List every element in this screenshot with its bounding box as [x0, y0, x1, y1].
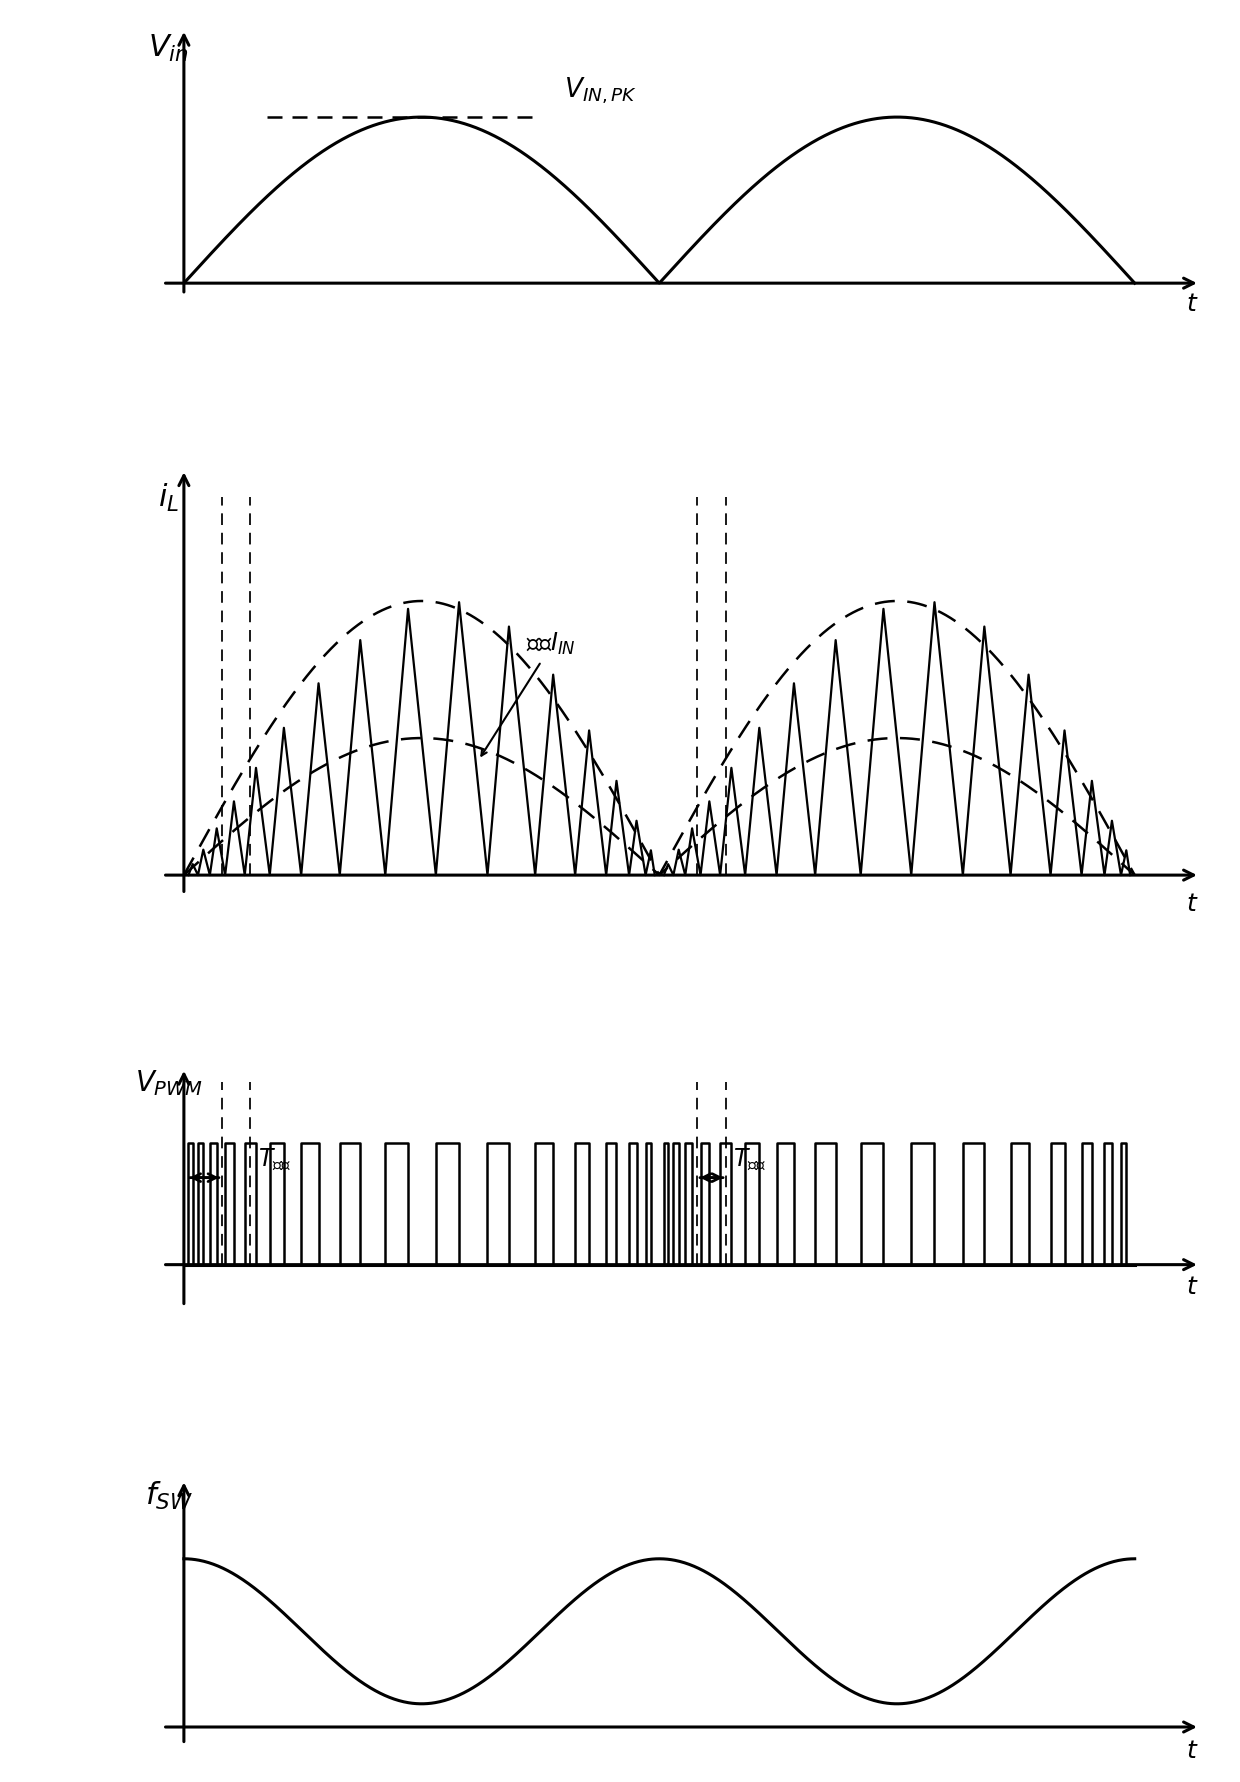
Text: $V_{PWM}$: $V_{PWM}$: [135, 1067, 203, 1098]
Text: $t$: $t$: [1185, 1737, 1199, 1762]
Text: $t$: $t$: [1185, 292, 1199, 315]
Text: $t$: $t$: [1185, 1274, 1199, 1297]
Text: 平均$I_{IN}$: 平均$I_{IN}$: [526, 631, 577, 656]
Text: $V_{IN,PK}$: $V_{IN,PK}$: [564, 77, 637, 107]
Text: $T_{导通}$: $T_{导通}$: [258, 1146, 291, 1171]
Text: $T_{断开}$: $T_{断开}$: [733, 1146, 766, 1171]
Text: $V_{in}$: $V_{in}$: [149, 32, 190, 64]
Text: $f_{SW}$: $f_{SW}$: [145, 1479, 192, 1511]
Text: $t$: $t$: [1185, 891, 1199, 914]
Text: $i_L$: $i_L$: [159, 481, 180, 513]
